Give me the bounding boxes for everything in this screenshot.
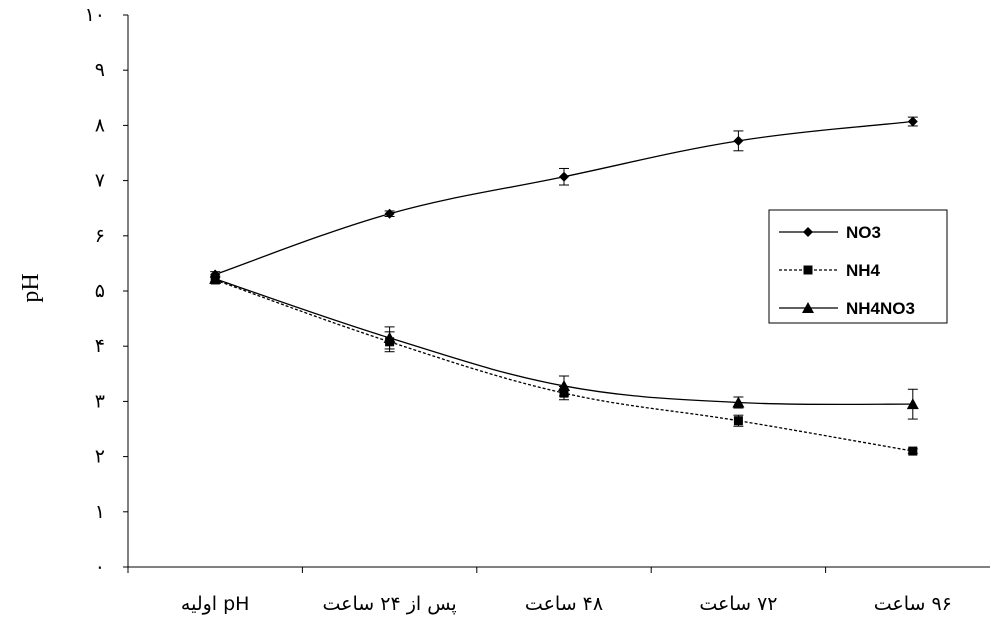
data-point xyxy=(559,171,569,182)
data-point xyxy=(733,416,743,426)
x-tick-label: ۴۸ ساعت xyxy=(525,593,603,615)
y-tick-label: ۶ xyxy=(95,225,105,247)
y-tick-labels: ۰ ۱ ۲ ۳ ۴ ۵ ۶ ۷ ۸ ۹ ۱۰ xyxy=(85,4,105,578)
x-tick-label: ۹۶ ساعت xyxy=(874,593,952,615)
data-point xyxy=(558,379,570,391)
y-tick-label: ۴ xyxy=(95,335,105,357)
y-tick-label: ۳ xyxy=(95,390,105,412)
y-tick-label: ۱ xyxy=(95,501,105,523)
y-tick-label: ۲ xyxy=(95,446,105,468)
legend-label: NH4NO3 xyxy=(846,299,915,318)
x-tick-label: pH اولیه xyxy=(181,593,250,615)
legend-marker xyxy=(802,302,814,313)
axes xyxy=(123,14,990,573)
data-point xyxy=(907,116,918,127)
data-point xyxy=(908,446,918,456)
y-axis-label: pH xyxy=(18,273,44,302)
data-point xyxy=(733,135,744,146)
data-point xyxy=(384,208,395,219)
y-tick-label: ۵ xyxy=(95,280,105,302)
legend-label: NO3 xyxy=(846,223,881,242)
y-tick-label: ۹ xyxy=(95,59,105,81)
legend-marker xyxy=(803,265,813,275)
series-no3 xyxy=(210,116,918,280)
data-point xyxy=(209,272,222,284)
x-tick-label: ۷۲ ساعت xyxy=(699,593,777,615)
data-point xyxy=(732,396,745,408)
y-tick-label: ۷ xyxy=(95,170,105,192)
data-point xyxy=(383,331,396,343)
legend: NO3 NH4 NH4NO3 xyxy=(768,209,948,324)
legend-item-no3: NO3 xyxy=(779,223,881,242)
y-tick-label: ۱۰ xyxy=(85,4,105,26)
legend-marker xyxy=(803,227,813,237)
x-tick-labels: pH اولیه پس از ۲۴ ساعت ۴۸ ساعت ۷۲ ساعت ۹۶ سا… xyxy=(181,593,952,615)
legend-box xyxy=(768,209,948,324)
y-tick-label: ۸ xyxy=(95,114,105,136)
legend-label: NH4 xyxy=(846,261,881,280)
x-tick-label: پس از ۲۴ ساعت xyxy=(322,593,456,615)
legend-item-nh4: NH4 xyxy=(779,261,881,280)
y-tick-label: ۰ xyxy=(95,556,105,578)
series-layer xyxy=(209,116,919,456)
series-nh4no3 xyxy=(209,272,919,420)
data-point xyxy=(906,398,919,410)
legend-item-nh4no3: NH4NO3 xyxy=(779,299,915,318)
